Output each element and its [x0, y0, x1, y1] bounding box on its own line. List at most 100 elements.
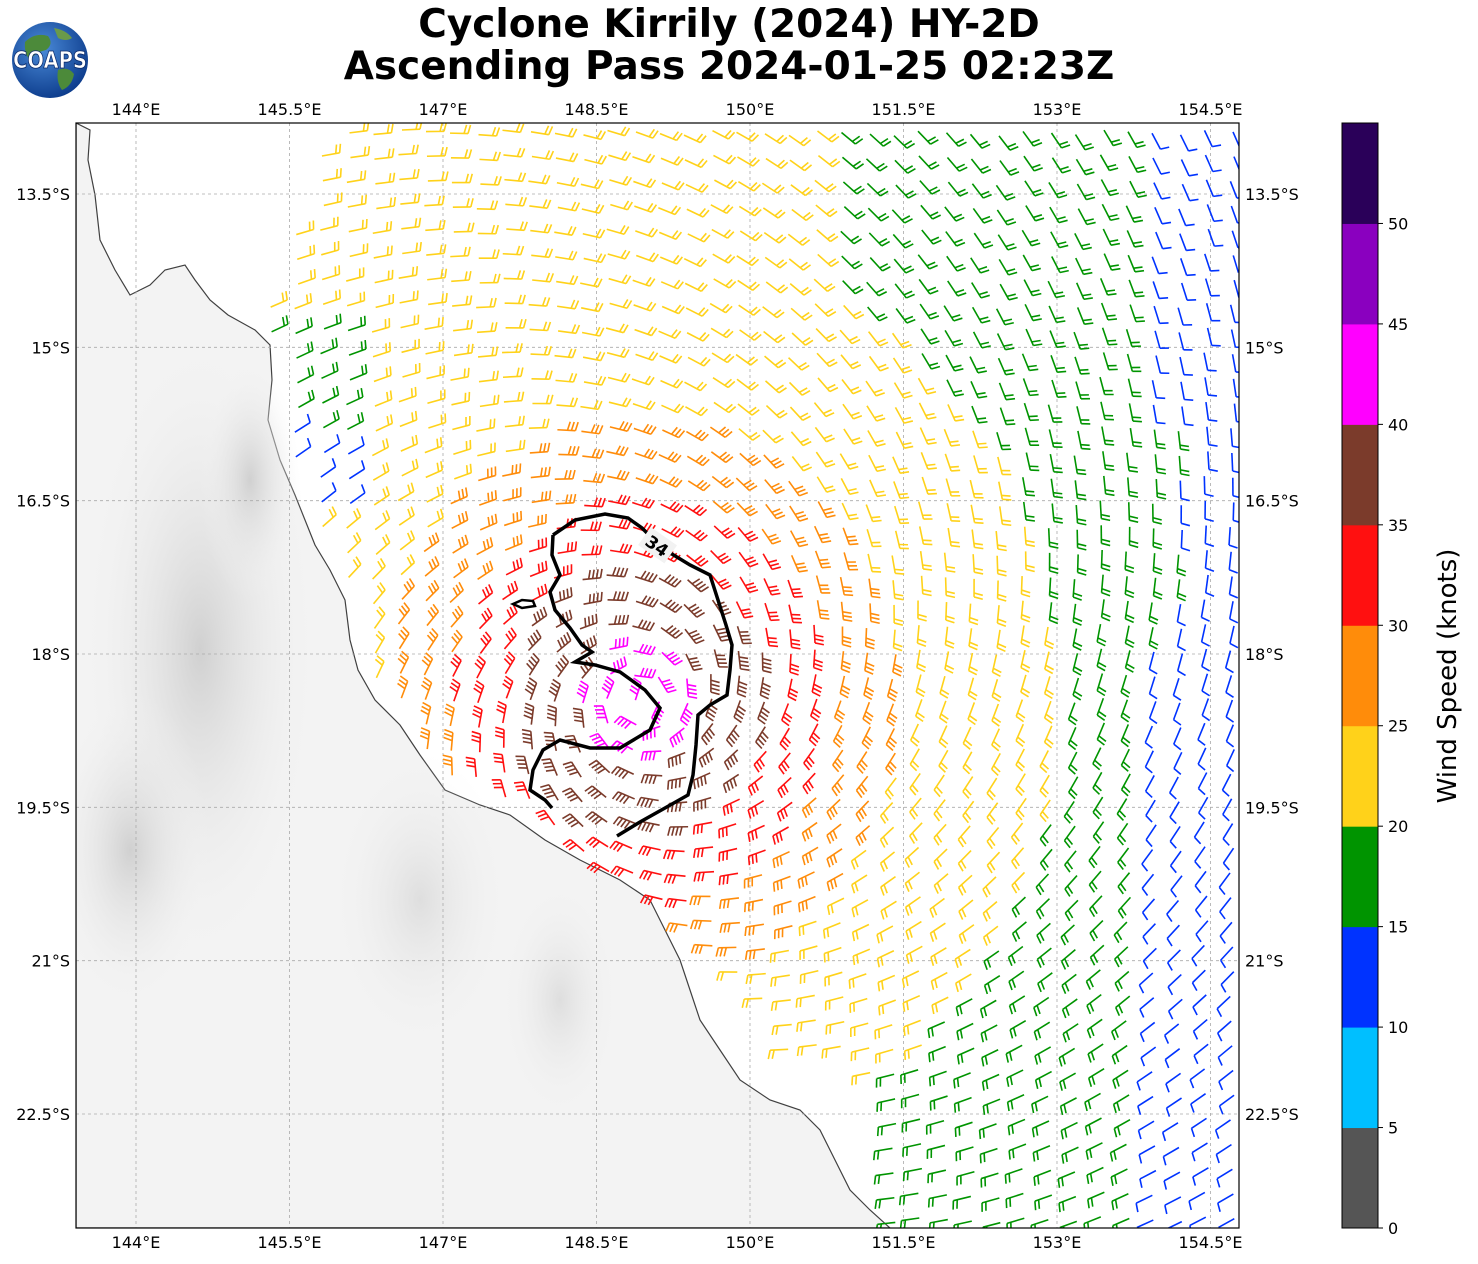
wind-barb: [556, 275, 579, 286]
colorbar-segment: [1342, 1027, 1378, 1129]
wind-barb: [1205, 303, 1221, 322]
wind-barb: [349, 484, 366, 505]
lon-tick-label-top: 145.5°E: [258, 100, 322, 119]
wind-barb: [917, 501, 933, 520]
wind-barb: [1189, 1216, 1207, 1228]
wind-barb: [723, 749, 739, 771]
wind-barb: [580, 400, 603, 411]
wind-barb: [1064, 850, 1077, 873]
wind-barb: [767, 1048, 789, 1060]
wind-barb: [1022, 378, 1039, 397]
wind-barb: [450, 487, 468, 505]
wind-barb: [1051, 256, 1069, 274]
lat-tick-label-left: 13.5°S: [16, 185, 70, 204]
wind-barb: [1039, 824, 1052, 847]
wind-barb: [996, 580, 1007, 602]
wind-barb: [593, 705, 609, 724]
lon-tick-label-bottom: 148.5°E: [565, 1233, 629, 1252]
wind-barb: [1161, 1122, 1179, 1142]
wind-barb: [842, 527, 859, 546]
wind-barb: [970, 257, 990, 274]
wind-barb: [1102, 451, 1115, 471]
wind-barb: [928, 1218, 948, 1228]
wind-barb: [892, 580, 904, 601]
wind-barb: [713, 649, 728, 668]
wind-barb: [479, 273, 501, 284]
wind-barb: [581, 326, 605, 337]
wind-barb: [945, 478, 961, 497]
wind-barb: [945, 354, 964, 372]
wind-barb: [833, 700, 846, 724]
wind-barb: [879, 802, 894, 824]
wind-barb: [296, 341, 314, 359]
wind-barb: [755, 726, 769, 750]
wind-barb: [397, 650, 410, 674]
wind-barb: [823, 946, 842, 963]
wind-barb: [658, 205, 682, 216]
wind-barb: [504, 294, 526, 305]
wind-barb: [349, 364, 368, 381]
wind-barb: [1039, 848, 1053, 871]
wind-barb: [1176, 579, 1187, 602]
wind-barb: [631, 375, 655, 386]
wind-barb: [892, 629, 903, 652]
wind-barb: [531, 490, 552, 504]
lat-tick-label-left: 22.5°S: [16, 1105, 70, 1124]
wind-barb: [971, 405, 988, 424]
wind-barb: [478, 607, 493, 630]
wind-barb: [967, 677, 978, 701]
wind-barb: [1062, 1023, 1079, 1043]
wind-barb: [478, 249, 500, 259]
wind-barb: [849, 997, 868, 1013]
wind-barb: [921, 229, 942, 245]
wind-barb: [372, 342, 391, 358]
wind-barb: [295, 317, 313, 335]
wind-barb: [399, 168, 420, 181]
wind-barb: [769, 949, 789, 963]
wind-barb: [374, 269, 394, 284]
wind-barb: [1113, 1118, 1131, 1138]
wind-barb: [862, 701, 874, 725]
wind-barb: [1233, 279, 1239, 299]
wind-barb: [1111, 1044, 1128, 1065]
wind-barb: [1217, 1045, 1233, 1066]
wind-barb: [606, 348, 630, 359]
wind-barb: [294, 293, 313, 310]
wind-barb: [346, 388, 364, 406]
wind-barb: [558, 445, 580, 456]
wind-barb: [506, 221, 528, 232]
wind-barb: [373, 486, 390, 506]
wind-barb: [969, 133, 991, 149]
wind-barb: [798, 920, 817, 937]
wind-barb: [1100, 574, 1111, 597]
wind-barb: [842, 403, 863, 420]
wind-barb: [535, 809, 556, 826]
wind-barb: [1166, 924, 1180, 947]
wind-barb: [449, 581, 464, 604]
wind-barb: [583, 130, 607, 141]
wind-barb: [1151, 503, 1162, 525]
wind-barb: [661, 403, 685, 414]
wind-barb: [1005, 1192, 1024, 1209]
wind-barb: [1048, 305, 1066, 324]
wind-barb: [609, 636, 629, 650]
wind-barb: [465, 756, 477, 777]
wind-barb: [562, 787, 583, 803]
wind-barb: [1061, 1146, 1079, 1164]
wind-barb: [919, 180, 941, 195]
wind-barb: [869, 479, 887, 498]
wind-barb: [777, 777, 792, 799]
wind-barb: [933, 823, 947, 846]
wind-barb: [1219, 946, 1234, 969]
wind-barb: [1039, 799, 1051, 823]
lon-tick-label-bottom: 150°E: [726, 1233, 775, 1252]
wind-barb: [1064, 899, 1079, 922]
wind-barb: [554, 348, 577, 359]
wind-barb: [1049, 206, 1068, 224]
wind-barb: [583, 375, 607, 386]
wind-barb: [999, 160, 1020, 176]
wind-barb: [928, 1070, 947, 1087]
wind-barb: [813, 402, 835, 418]
wind-barb: [640, 773, 663, 785]
wind-barb: [898, 1192, 919, 1206]
